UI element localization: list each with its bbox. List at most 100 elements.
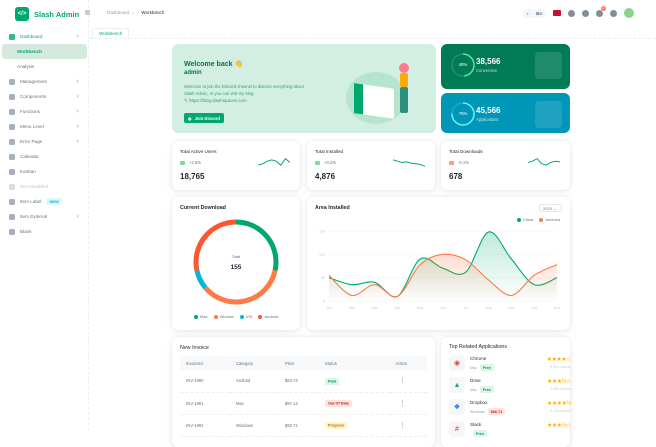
logo-icon: </> [15,7,29,21]
github-icon[interactable] [568,9,575,17]
cell-status: Paid [318,370,390,393]
discord-icon[interactable] [582,9,589,17]
donut-slice-ios[interactable] [194,269,208,290]
rating-stars: ★★★½☆ [546,423,572,429]
stat-change: +2.6% [180,160,201,165]
app-item-dropbox[interactable]: ❖ Dropbox Windows $66.71 ★★★★½ 9.12k reviews [449,399,572,417]
current-download-card: Current Download Total 155 Mac Window iOS A… [172,197,300,330]
trend-down-icon [449,160,454,165]
sidebar-item-item-external[interactable]: Item External ˅ [2,209,87,224]
area-chart: 0 50 100 150 Jan Feb Mar Apr May Jun Jul Aug Sep Oct N… [319,230,560,311]
cell-id: INV-1990 [180,370,230,393]
blog-link-text[interactable]: https://blog.slashspaces.com [189,98,247,103]
cell-status: Out Of Date [318,392,390,415]
legend-item-america[interactable]: America [539,217,560,222]
year-value: 2023 [543,206,552,211]
sidebar-item-workbench[interactable]: Workbench [2,44,87,59]
more-vertical-icon[interactable]: ⋮ [399,378,406,385]
search-icon: ⌕ [526,10,529,16]
stat-value: 4,876 [315,172,336,181]
column-header: Category [229,356,279,370]
x-tick-label: Aug [485,306,491,310]
stat-change: +0.2% [315,160,336,165]
settings-gear-icon[interactable] [610,9,617,17]
more-vertical-icon[interactable]: ⋮ [399,422,406,429]
collapse-sidebar-icon[interactable] [85,10,90,15]
sidebar-nav: Dashboard ˄ Workbench Analysis Management ˅ Co… [2,29,87,239]
logo[interactable]: </> Slash Admin [15,7,79,21]
more-vertical-icon[interactable]: ⋮ [399,400,406,407]
x-tick-label: May [417,306,424,310]
chevron-down-icon: ˅ [76,108,79,115]
sidebar-item-error-page[interactable]: Error Page ˅ [2,134,87,149]
briefcase-icon [9,78,15,85]
welcome-card: Welcome back 👋 admin Welcome to join the… [172,44,436,133]
rating-stars: ★★★★☆ [546,357,572,363]
progress-ring [451,53,475,77]
search-shortcut: ⌘K [535,10,543,16]
app-meta: Free [470,430,488,437]
chevron-up-icon: ˄ [76,33,79,40]
legend-label: America [545,217,560,222]
trend-up-icon [315,160,320,165]
welcome-title: Welcome back 👋 [184,61,244,68]
table-row: INV-1991 Mac $97.14 Out Of Date ⋮ [180,392,427,415]
app-item-drive[interactable]: ▲ Drive Mac Free ★★★½☆ 1.95k reviews [449,377,572,395]
cell-category: Windows [229,414,279,437]
mail-icon [535,101,562,128]
error-icon [9,138,15,145]
app-item-chrome[interactable]: ◉ Chrome Mac Free ★★★★☆ 9.91k reviews [449,355,572,373]
donut-total-label: Total [231,254,241,259]
external-icon [9,213,15,220]
donut-slice-window[interactable] [203,269,278,305]
kpi-card-conversion: 48% 38,566 Conversion [441,44,570,89]
y-tick-label: 150 [319,230,325,234]
sidebar-item-components[interactable]: Components ˅ [2,89,87,104]
donut-slice-mac[interactable] [235,219,279,271]
year-select[interactable]: 2023 ⌄ [539,204,562,212]
notification-bell-icon[interactable]: 4 [596,5,606,17]
sidebar-item-calendar[interactable]: Calendar [2,149,87,164]
tab-workbench[interactable]: Workbench [92,28,130,39]
legend-item-china[interactable]: China [516,217,533,222]
legend-item-mac[interactable]: Mac [194,314,208,319]
donut-slice-android[interactable] [193,219,237,271]
trend-up-icon [180,160,185,165]
join-discord-label: Join Discord [194,115,221,121]
legend-item-window[interactable]: Window [213,314,234,319]
cell-id: INV-1991 [180,392,230,415]
series-line-america[interactable] [328,253,558,298]
area-fill-america [329,254,557,301]
sidebar-item-menu-level[interactable]: Menu Level ˅ [2,119,87,134]
donut-chart [193,219,279,305]
language-flag-icon[interactable] [553,10,561,16]
legend-dot [539,217,544,222]
join-discord-button[interactable]: ◍ Join Discord [184,113,225,123]
sidebar-item-management[interactable]: Management ˅ [2,74,87,89]
breadcrumb-dashboard[interactable]: Dashboard [107,10,130,15]
sidebar-item-item-disabled: Item Disabled [2,179,87,194]
sidebar-item-dashboard[interactable]: Dashboard ˄ [2,29,87,44]
app-name: Slack [470,422,482,427]
app-name: Slash Admin [34,9,80,19]
sidebar-item-label: Functions [20,109,40,114]
sidebar-item-analysis[interactable]: Analysis [2,59,87,74]
legend-dot [194,314,198,319]
legend-dot [516,217,521,222]
sidebar-item-kanban[interactable]: Kanban [2,164,87,179]
sidebar-item-blank[interactable]: Blank [2,224,87,239]
kpi-label: Conversion [476,68,498,73]
x-tick-label: Apr [395,306,401,310]
sidebar-item-item-label[interactable]: Item Label NEW [2,194,87,209]
app-name: Drive [470,378,481,383]
legend-item-android[interactable]: Android [258,314,278,319]
app-item-slack[interactable]: # Slack Free ★★★½☆ [449,421,572,439]
search-button[interactable]: ⌕ ⌘K [523,8,546,18]
area-installed-card: Area Installed 2023 ⌄ China America 0 50 10… [307,197,570,330]
breadcrumb-workbench: Workbench [141,10,165,15]
legend-item-ios[interactable]: iOS [239,314,252,319]
stat-title: Total Active Users [180,149,217,154]
sidebar-item-functions[interactable]: Functions ˅ [2,104,87,119]
blog-link[interactable]: ✎ https://blog.slashspaces.com [184,98,247,103]
avatar[interactable] [624,8,634,18]
